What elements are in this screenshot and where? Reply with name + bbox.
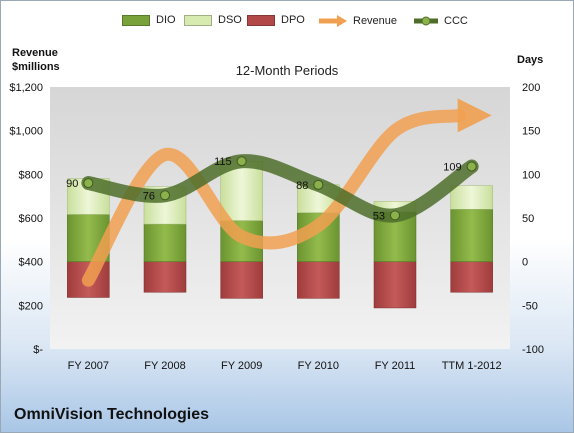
ccc-point [390, 210, 400, 221]
legend-swatch-dso [184, 14, 212, 26]
right-axis-title: Days [517, 54, 544, 66]
left-axis-tick-label: $200 [19, 300, 43, 312]
legend-label-dso: DSO [218, 14, 242, 26]
ccc-data-label: 109 [443, 161, 461, 173]
ccc-data-label: 90 [66, 178, 78, 190]
ccc-point [313, 179, 324, 190]
legend-item-revenue: Revenue [318, 14, 397, 28]
dpo-bar [220, 261, 263, 299]
legend-swatch-dpo [247, 14, 275, 26]
revenue-arrowhead [457, 98, 492, 133]
ccc-data-label: 53 [373, 210, 385, 222]
left-axis-tick-label: $600 [19, 213, 43, 225]
right-axis-tick-label: -50 [522, 300, 538, 312]
dpo-bar [373, 261, 417, 309]
x-axis-category-label: TTM 1-2012 [442, 360, 502, 372]
x-axis-category-label: FY 2009 [221, 360, 262, 372]
legend: DIO DSO DPO Revenue CCC [0, 14, 574, 34]
left-axis-tick-label: $400 [19, 257, 43, 269]
legend-item-dso: DSO [184, 14, 242, 26]
ccc-data-label: 76 [143, 190, 155, 202]
legend-label-revenue: Revenue [353, 15, 398, 27]
right-axis-tick-label: 50 [522, 213, 534, 225]
legend-label-ccc: CCC [444, 15, 468, 27]
right-axis-tick-label: 200 [522, 82, 540, 94]
x-axis-category-label: FY 2011 [375, 360, 416, 372]
dpo-bar [297, 261, 340, 299]
ccc-data-label: 115 [214, 156, 232, 168]
right-axis-tick-label: 100 [522, 169, 540, 181]
left-axis-tick-label: $1,200 [9, 82, 43, 94]
ccc-point [83, 178, 94, 189]
legend-item-ccc: CCC [413, 14, 468, 28]
left-axis-title: Revenue $millions [12, 46, 60, 74]
x-axis-category-label: FY 2008 [144, 360, 185, 372]
legend-item-dio: DIO [122, 14, 176, 26]
dpo-bar [450, 261, 493, 293]
left-axis-title-line1: Revenue [12, 47, 58, 59]
legend-label-dpo: DPO [281, 14, 305, 26]
right-axis-tick-label: -100 [522, 344, 544, 356]
right-axis-tick-label: 0 [522, 257, 528, 269]
ccc-data-label: 88 [296, 180, 308, 192]
left-axis-tick-label: $1,000 [9, 126, 43, 138]
plot-area [50, 87, 510, 349]
legend-swatch-dio [122, 14, 150, 26]
x-axis-category-label: FY 2010 [298, 360, 339, 372]
ccc-point [236, 156, 247, 167]
legend-line-icon [414, 16, 438, 26]
x-axis-category-label: FY 2007 [68, 360, 109, 372]
left-axis-tick-label: $800 [19, 169, 43, 181]
ccc-point [466, 161, 477, 172]
legend-arrow-icon [319, 15, 347, 27]
left-axis-tick-label: $- [33, 344, 43, 356]
ccc-point [160, 190, 170, 201]
dpo-bar [143, 261, 187, 293]
revenue-line [81, 108, 467, 287]
chart-subtitle: 12-Month Periods [235, 63, 339, 78]
dso-bar [450, 185, 493, 210]
right-axis-tick-label: 150 [522, 126, 540, 138]
legend-label-dio: DIO [156, 14, 176, 26]
dio-bar [450, 209, 493, 262]
dio-bar [143, 223, 187, 262]
left-axis-title-line2: $millions [12, 61, 60, 73]
company-name: OmniVision Technologies [14, 406, 209, 423]
legend-item-dpo: DPO [247, 14, 305, 26]
